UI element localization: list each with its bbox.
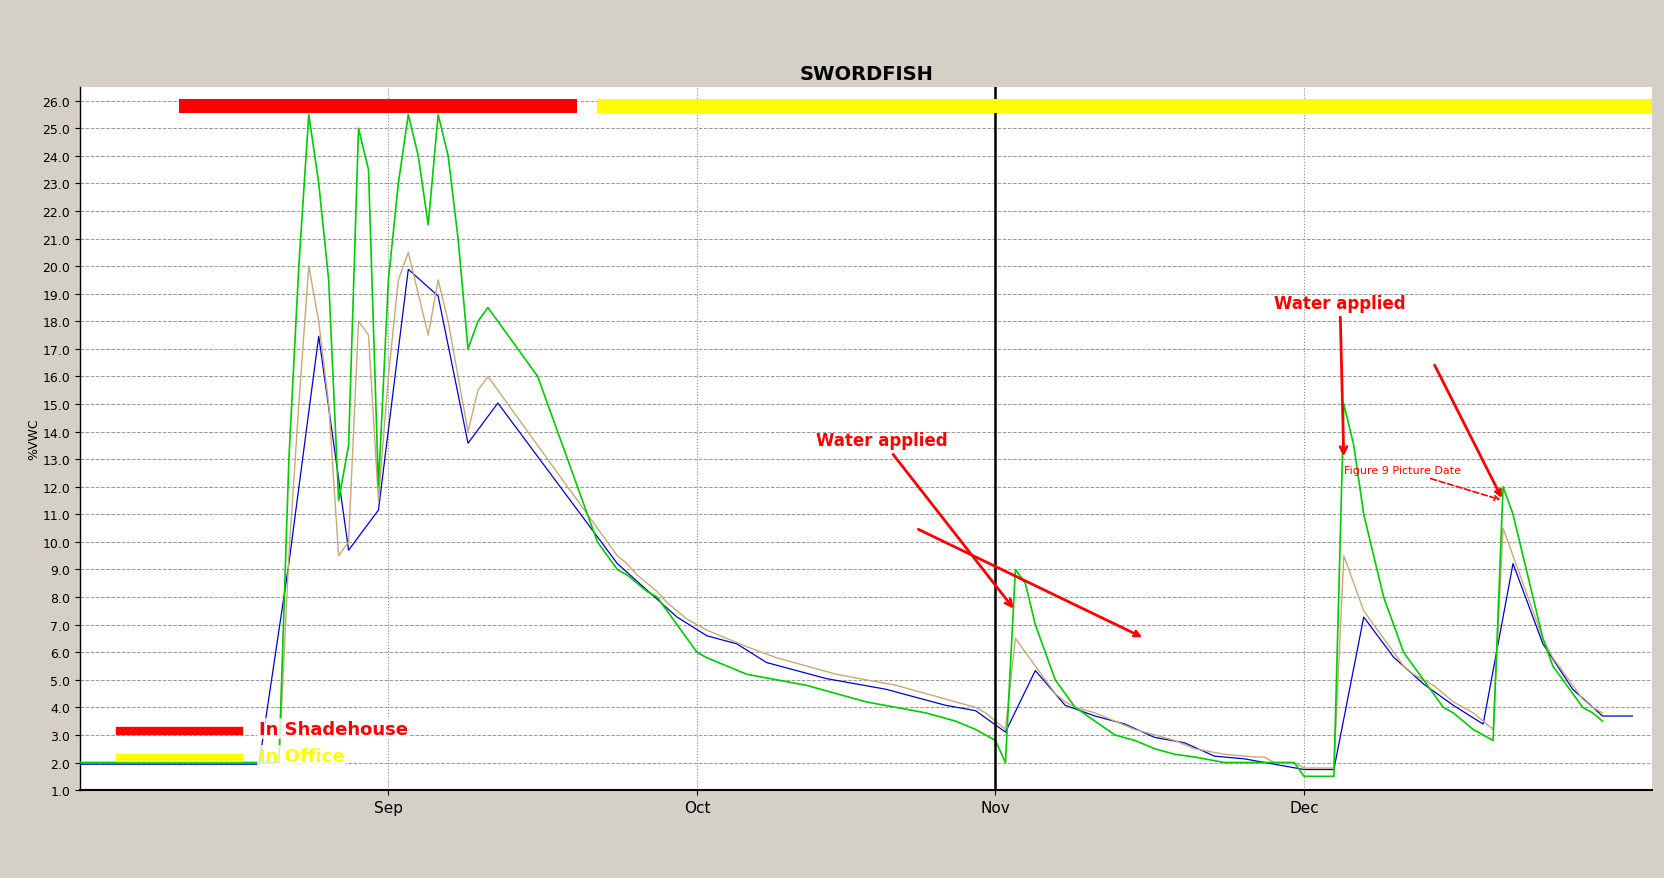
Text: In Office: In Office: [260, 747, 344, 766]
Bar: [180, 100, 577, 114]
Text: Water applied: Water applied: [1275, 294, 1406, 454]
Text: Water applied: Water applied: [817, 432, 1012, 607]
Text: Figure 9 Picture Date: Figure 9 Picture Date: [1345, 465, 1499, 500]
Text: In Shadehouse: In Shadehouse: [260, 720, 408, 738]
Bar: [597, 100, 1652, 114]
Title: SWORDFISH: SWORDFISH: [799, 64, 934, 83]
Y-axis label: %VWC: %VWC: [28, 418, 40, 460]
